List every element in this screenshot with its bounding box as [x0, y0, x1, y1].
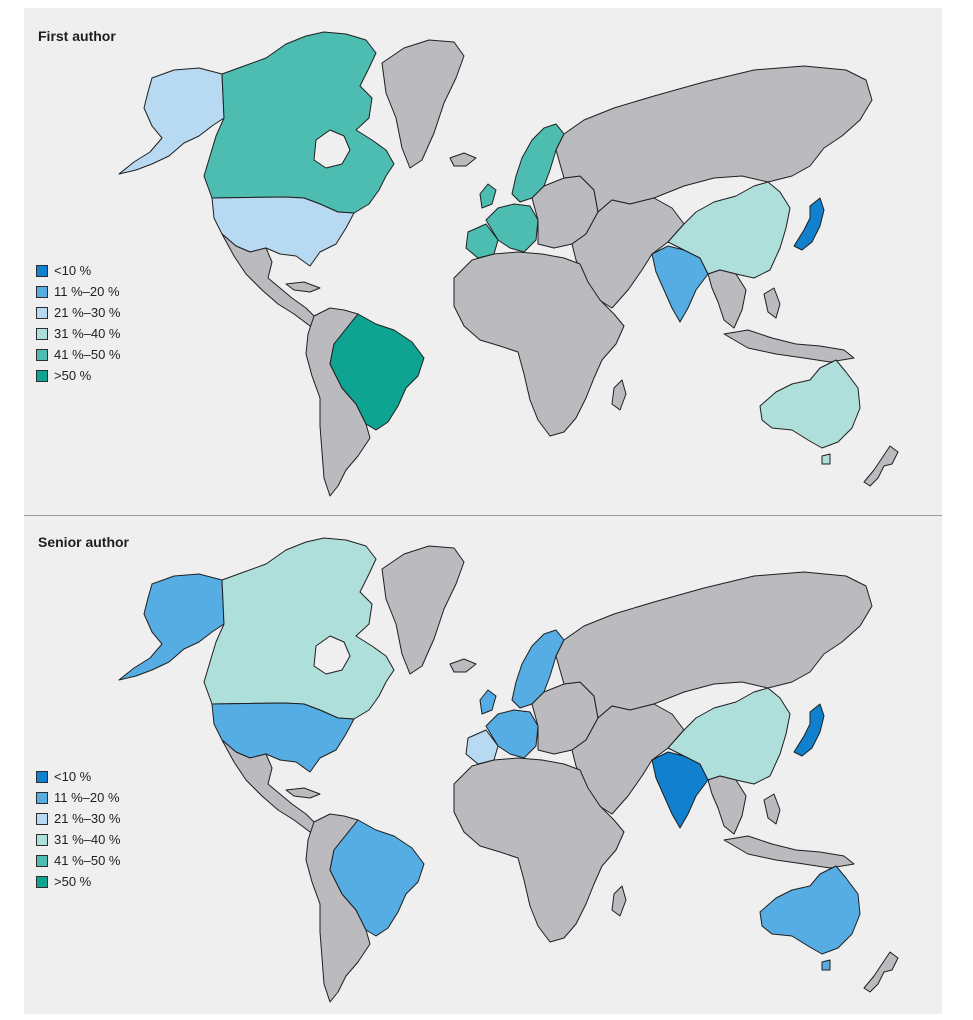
hudson-bay — [313, 129, 351, 169]
legend-item: 41 %–50 % — [36, 850, 121, 871]
region-madagascar — [611, 379, 627, 411]
panel-divider — [24, 515, 942, 516]
hudson-bay — [313, 635, 351, 675]
region-indonesia — [723, 835, 855, 869]
legend-swatch — [36, 327, 48, 340]
figure: First author — [24, 8, 942, 1014]
legend-label: 41 %–50 % — [54, 853, 121, 868]
region-alaska — [118, 573, 225, 681]
legend-item: 31 %–40 % — [36, 829, 121, 850]
legend-label: >50 % — [54, 874, 92, 889]
region-alaska — [118, 67, 225, 175]
legend-swatch — [36, 791, 48, 804]
region-southeast-asia — [707, 269, 747, 329]
legend-item: <10 % — [36, 766, 121, 787]
region-iceland — [449, 658, 477, 673]
region-mexico-central-america — [221, 233, 319, 327]
region-russia — [555, 571, 873, 719]
region-indonesia — [723, 329, 855, 363]
panel-first-author: First author — [24, 8, 942, 508]
region-philippines — [763, 793, 781, 825]
region-japan — [793, 197, 825, 251]
region-philippines — [763, 287, 781, 319]
legend-label: 11 %–20 % — [54, 790, 120, 805]
region-southeast-asia — [707, 775, 747, 835]
region-mexico-central-america — [221, 739, 319, 833]
region-iceland — [449, 152, 477, 167]
region-japan — [793, 703, 825, 757]
region-australia — [759, 359, 861, 449]
region-uk — [479, 183, 497, 209]
region-caribbean — [285, 787, 321, 799]
legend-label: 31 %–40 % — [54, 326, 121, 341]
legend-item: 41 %–50 % — [36, 344, 121, 365]
legend-item: 11 %–20 % — [36, 281, 121, 302]
legend-swatch — [36, 833, 48, 846]
region-africa — [453, 757, 625, 943]
legend: <10 % 11 %–20 % 21 %–30 % 31 %–40 % 41 %–50 … — [36, 260, 121, 386]
legend-swatch — [36, 812, 48, 825]
legend-swatch — [36, 348, 48, 361]
legend-swatch — [36, 285, 48, 298]
region-western-europe — [485, 203, 539, 253]
legend-swatch — [36, 369, 48, 382]
panel-title: Senior author — [38, 534, 130, 550]
legend-swatch — [36, 770, 48, 783]
legend-swatch — [36, 875, 48, 888]
legend-item: 11 %–20 % — [36, 787, 121, 808]
region-canada — [203, 537, 395, 720]
legend-label: 21 %–30 % — [54, 811, 121, 826]
legend-item: >50 % — [36, 871, 121, 892]
region-new-zealand — [863, 445, 899, 487]
legend-label: <10 % — [54, 263, 92, 278]
world-map — [118, 31, 899, 497]
region-canada — [203, 31, 395, 214]
region-greenland — [381, 39, 465, 169]
region-brazil — [329, 819, 425, 937]
legend-label: 41 %–50 % — [54, 347, 121, 362]
region-greenland — [381, 545, 465, 675]
region-india — [651, 751, 709, 829]
region-uk — [479, 689, 497, 715]
legend-item: >50 % — [36, 365, 121, 386]
region-australia — [759, 865, 861, 955]
panel-title: First author — [38, 28, 116, 44]
legend-item: 21 %–30 % — [36, 302, 121, 323]
legend-swatch — [36, 306, 48, 319]
region-tasmania — [821, 959, 831, 971]
region-madagascar — [611, 885, 627, 917]
legend-label: <10 % — [54, 769, 92, 784]
region-new-zealand — [863, 951, 899, 993]
legend-label: 31 %–40 % — [54, 832, 121, 847]
legend-label: >50 % — [54, 368, 92, 383]
legend-swatch — [36, 854, 48, 867]
legend: <10 % 11 %–20 % 21 %–30 % 31 %–40 % 41 %–50 … — [36, 766, 121, 892]
legend-swatch — [36, 264, 48, 277]
legend-label: 11 %–20 % — [54, 284, 120, 299]
region-brazil — [329, 313, 425, 431]
legend-label: 21 %–30 % — [54, 305, 121, 320]
panel-senior-author: Senior author — [24, 514, 942, 1014]
legend-item: 31 %–40 % — [36, 323, 121, 344]
legend-item: <10 % — [36, 260, 121, 281]
region-russia — [555, 65, 873, 213]
world-map — [118, 537, 899, 1003]
region-india — [651, 245, 709, 323]
region-caribbean — [285, 281, 321, 293]
legend-item: 21 %–30 % — [36, 808, 121, 829]
region-western-europe — [485, 709, 539, 759]
region-tasmania — [821, 453, 831, 465]
region-africa — [453, 251, 625, 437]
